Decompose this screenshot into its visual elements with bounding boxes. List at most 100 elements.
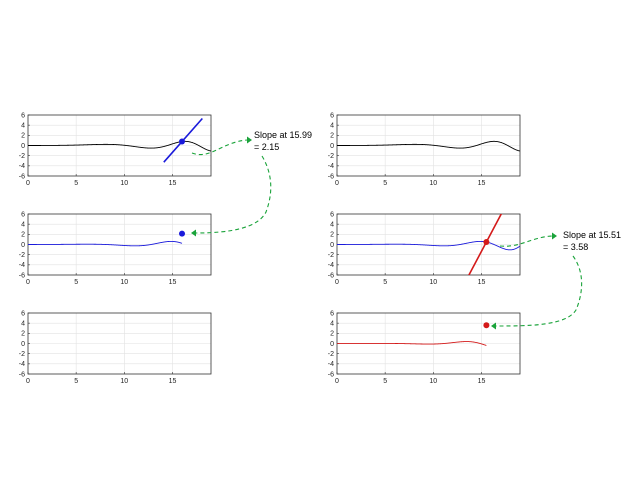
chart-right-middle: 0 5 10 15 6 4 2 0 -2 -4 -6 xyxy=(328,211,521,286)
x-tick-label-2: 10 xyxy=(429,180,437,187)
y-tick-label-6: -6 xyxy=(19,272,25,279)
x-tick-label-3: 15 xyxy=(478,279,486,286)
callout-arrowhead-left-upper xyxy=(247,136,252,144)
y-tick-label-2: 2 xyxy=(21,232,25,239)
y-tick-label-5: -4 xyxy=(19,361,25,368)
y-tick-label-0: 6 xyxy=(21,112,25,119)
y-tick-label-5: -4 xyxy=(328,163,334,170)
x-tick-label-2: 10 xyxy=(120,378,128,385)
y-tick-label-6: -6 xyxy=(328,371,334,378)
series-line-df xyxy=(28,240,183,247)
callout-arrowhead-right-upper xyxy=(552,232,557,240)
slope-annotation-left-line2: = 2.15 xyxy=(254,142,280,152)
x-tick-label-3: 15 xyxy=(478,180,486,187)
y-tick-label-1: 4 xyxy=(330,222,334,229)
y-tick-label-0: 6 xyxy=(21,310,25,317)
series-line-f xyxy=(337,140,520,152)
x-tick-label-0: 0 xyxy=(26,180,30,187)
slope-annotation-left-line1: Slope at 15.99 xyxy=(254,130,313,140)
y-tick-label-1: 4 xyxy=(21,321,25,328)
point-marker xyxy=(483,322,490,329)
y-tick-label-0: 6 xyxy=(330,310,334,317)
y-tick-label-4: -2 xyxy=(19,351,25,358)
y-tick-label-3: 0 xyxy=(330,143,334,150)
y-tick-label-5: -4 xyxy=(328,262,334,269)
y-tick-label-2: 2 xyxy=(21,133,25,140)
y-tick-label-3: 0 xyxy=(21,242,25,249)
series-line-df xyxy=(337,240,520,251)
x-tick-label-1: 5 xyxy=(383,378,387,385)
plot-area xyxy=(337,214,520,275)
y-tick-label-1: 4 xyxy=(330,321,334,328)
y-tick-label-0: 6 xyxy=(21,211,25,218)
callout-arrowhead-left-lower xyxy=(191,229,196,237)
plot-area xyxy=(28,240,183,247)
chart-left-bottom: 0 5 10 15 6 4 2 0 -2 -4 -6 xyxy=(19,310,212,385)
y-tick-label-1: 4 xyxy=(21,123,25,130)
y-tick-label-3: 0 xyxy=(330,341,334,348)
x-tick-label-1: 5 xyxy=(383,279,387,286)
callout-arrow-right-lower xyxy=(495,255,583,327)
x-tick-label-0: 0 xyxy=(26,378,30,385)
chart-right-bottom: 0 5 10 15 6 4 2 0 -2 -4 -6 xyxy=(328,310,521,385)
x-tick-label-3: 15 xyxy=(169,378,177,385)
slope-annotation-left: Slope at 15.99 = 2.15 xyxy=(254,129,312,153)
x-tick-label-1: 5 xyxy=(383,180,387,187)
x-tick-label-2: 10 xyxy=(429,279,437,286)
y-tick-label-1: 4 xyxy=(21,222,25,229)
y-tick-label-3: 0 xyxy=(330,242,334,249)
x-tick-label-2: 10 xyxy=(120,180,128,187)
plot-area xyxy=(337,140,520,152)
x-tick-label-1: 5 xyxy=(74,180,78,187)
y-tick-label-3: 0 xyxy=(21,143,25,150)
y-tick-label-5: -4 xyxy=(328,361,334,368)
tangent-line xyxy=(468,214,503,275)
slope-annotation-right-line2: = 3.58 xyxy=(563,242,589,252)
x-tick-label-2: 10 xyxy=(429,378,437,385)
y-tick-label-3: 0 xyxy=(21,341,25,348)
y-tick-label-4: -2 xyxy=(328,252,334,259)
x-tick-label-3: 15 xyxy=(169,279,177,286)
y-tick-label-2: 2 xyxy=(330,133,334,140)
y-tick-label-2: 2 xyxy=(21,331,25,338)
series-line-d2f xyxy=(337,341,487,346)
x-tick-label-0: 0 xyxy=(335,378,339,385)
x-tick-label-0: 0 xyxy=(26,279,30,286)
x-tick-label-0: 0 xyxy=(335,279,339,286)
point-marker xyxy=(483,239,490,246)
plot-area xyxy=(337,341,487,346)
y-tick-label-6: -6 xyxy=(19,173,25,180)
y-tick-label-6: -6 xyxy=(328,272,334,279)
x-tick-label-1: 5 xyxy=(74,279,78,286)
x-tick-label-1: 5 xyxy=(74,378,78,385)
chart-left-top: 0 5 10 15 6 4 2 0 -2 -4 -6 xyxy=(19,112,212,187)
y-tick-label-5: -4 xyxy=(19,262,25,269)
y-tick-label-0: 6 xyxy=(330,112,334,119)
y-tick-label-6: -6 xyxy=(328,173,334,180)
x-tick-label-2: 10 xyxy=(120,279,128,286)
point-marker xyxy=(179,138,186,145)
y-tick-label-2: 2 xyxy=(330,232,334,239)
callout-arrowhead-right-lower xyxy=(491,322,496,330)
point-marker xyxy=(179,230,186,237)
y-tick-label-4: -2 xyxy=(328,153,334,160)
x-tick-label-3: 15 xyxy=(478,378,486,385)
y-tick-label-5: -4 xyxy=(19,163,25,170)
callout-arrow-left-upper xyxy=(191,139,248,156)
y-tick-label-1: 4 xyxy=(330,123,334,130)
x-tick-label-3: 15 xyxy=(169,180,177,187)
chart-left-middle: 0 5 10 15 6 4 2 0 -2 -4 -6 xyxy=(19,211,212,286)
y-tick-label-4: -2 xyxy=(328,351,334,358)
y-tick-label-4: -2 xyxy=(19,153,25,160)
x-tick-label-0: 0 xyxy=(335,180,339,187)
y-tick-label-4: -2 xyxy=(19,252,25,259)
chart-right-top: 0 5 10 15 6 4 2 0 -2 -4 -6 xyxy=(328,112,521,187)
y-tick-label-0: 6 xyxy=(330,211,334,218)
callout-arrow-left-lower xyxy=(195,155,272,234)
slope-annotation-right: Slope at 15.51 = 3.58 xyxy=(563,229,621,253)
slope-annotation-right-line1: Slope at 15.51 xyxy=(563,230,622,240)
y-tick-label-2: 2 xyxy=(330,331,334,338)
y-tick-label-6: -6 xyxy=(19,371,25,378)
